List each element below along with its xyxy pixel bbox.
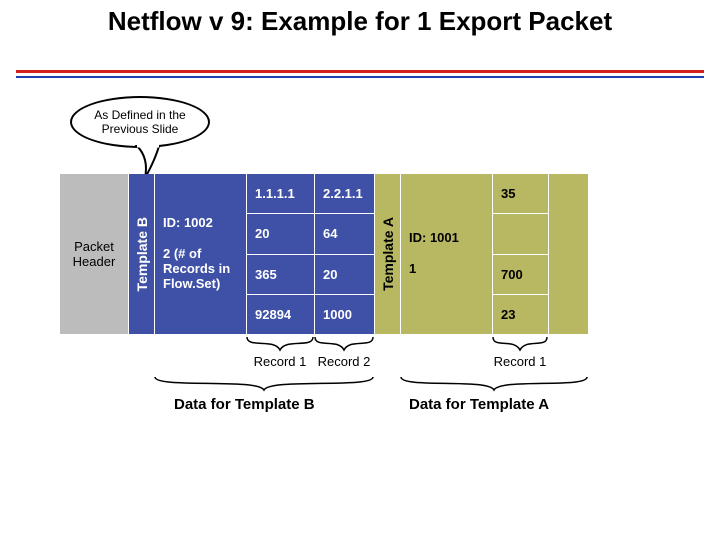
template-a-tab: Template A: [374, 174, 400, 334]
template-b-tab: Template B: [128, 174, 154, 334]
template-a-record-1: 35 700 23: [492, 174, 548, 334]
brace-icon: [400, 376, 588, 394]
cell: 1000: [315, 294, 374, 334]
brace-icon: [492, 336, 548, 354]
page-title: Netflow v 9: Example for 1 Export Packet: [0, 6, 720, 37]
callout-text: As Defined in the Previous Slide: [80, 108, 200, 137]
packet-header-box: Packet Header: [60, 174, 128, 334]
cell: 64: [315, 213, 374, 253]
template-b-count: 2 (# of Records in Flow.Set): [163, 247, 238, 292]
cell: 2.2.1.1: [315, 174, 374, 213]
cell: [493, 213, 548, 253]
data-template-b-label: Data for Template B: [174, 396, 315, 413]
template-a-meta: ID: 1001 1: [400, 174, 492, 334]
template-b-record-1: 1.1.1.1 20 365 92894: [246, 174, 314, 334]
divider-red: [16, 70, 704, 73]
cell: 365: [247, 254, 314, 294]
cell: 20: [315, 254, 374, 294]
packet-header-label: Packet Header: [60, 239, 128, 269]
cell: 23: [493, 294, 548, 334]
data-template-a-label: Data for Template A: [409, 396, 549, 413]
brace-icon: [314, 336, 374, 354]
trailing-box: [548, 174, 588, 334]
template-b-vlabel: Template B: [134, 217, 150, 291]
template-a-count: 1: [409, 262, 484, 277]
template-a-vlabel: Template A: [380, 217, 396, 291]
divider-blue: [16, 76, 704, 78]
cell: 35: [493, 174, 548, 213]
callout-bubble: As Defined in the Previous Slide: [70, 96, 210, 148]
template-b-meta: ID: 1002 2 (# of Records in Flow.Set): [154, 174, 246, 334]
cell: 700: [493, 254, 548, 294]
cell: 1.1.1.1: [247, 174, 314, 213]
brace-icon: [154, 376, 374, 394]
record-1-label-a: Record 1: [485, 354, 555, 369]
record-1-label: Record 1: [245, 354, 315, 369]
slide: Netflow v 9: Example for 1 Export Packet…: [0, 0, 720, 540]
template-b-record-2: 2.2.1.1 64 20 1000: [314, 174, 374, 334]
cell: 20: [247, 213, 314, 253]
packet-diagram: Packet Header Template B ID: 1002 2 (# o…: [60, 174, 588, 334]
record-2-label: Record 2: [309, 354, 379, 369]
brace-icon: [246, 336, 314, 354]
cell: 92894: [247, 294, 314, 334]
template-b-id: ID: 1002: [163, 216, 238, 231]
template-a-id: ID: 1001: [409, 231, 484, 246]
